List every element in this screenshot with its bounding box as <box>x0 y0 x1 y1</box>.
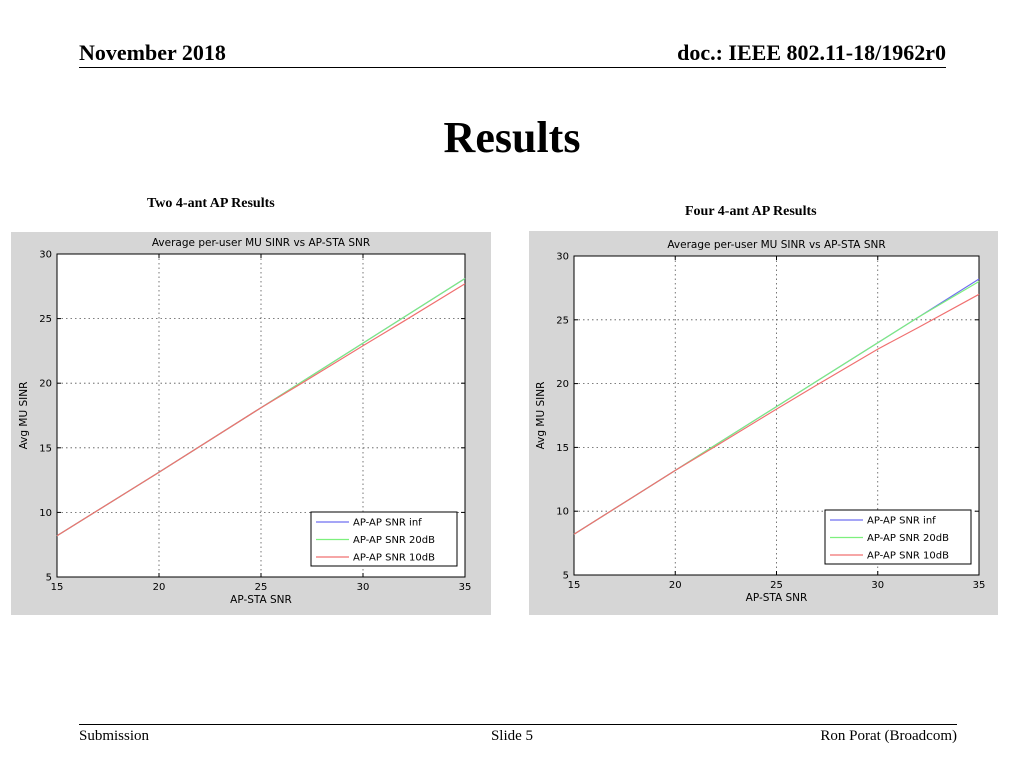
footer-slide-number: Slide 5 <box>490 728 534 744</box>
x-axis-label: AP-STA SNR <box>746 592 808 604</box>
slide-title: Results <box>443 113 581 162</box>
x-tick-label: 20 <box>669 580 682 591</box>
x-tick-label: 30 <box>357 582 370 593</box>
y-tick-label: 15 <box>39 443 52 454</box>
legend-label: AP-AP SNR inf <box>353 518 422 529</box>
y-tick-label: 5 <box>46 573 52 584</box>
legend-label: AP-AP SNR 10dB <box>867 551 949 562</box>
y-tick-label: 5 <box>563 571 569 582</box>
x-tick-label: 25 <box>770 580 783 591</box>
header-rule <box>79 67 946 68</box>
legend-label: AP-AP SNR inf <box>867 516 936 527</box>
y-tick-label: 20 <box>556 379 569 390</box>
footer-rule <box>79 724 957 725</box>
y-tick-label: 10 <box>556 507 569 518</box>
legend-label: AP-AP SNR 20dB <box>353 535 435 546</box>
header-doc-id: doc.: IEEE 802.11-18/1962r0 <box>677 40 946 65</box>
x-tick-label: 15 <box>568 580 581 591</box>
x-axis-label: AP-STA SNR <box>230 594 292 606</box>
chart-title: Average per-user MU SINR vs AP-STA SNR <box>667 239 885 251</box>
x-tick-label: 35 <box>459 582 472 593</box>
x-tick-label: 35 <box>973 580 986 591</box>
chart-two-ap: 15 20 25 30 35 5 10 15 20 25 30 Average per-user MU… <box>11 232 491 615</box>
y-tick-label: 15 <box>556 443 569 454</box>
y-tick-label: 10 <box>39 508 52 519</box>
y-axis-label: Avg MU SINR <box>535 382 547 450</box>
caption-four-ap: Four 4-ant AP Results <box>685 204 817 219</box>
chart-four-ap: 15 20 25 30 35 5 10 15 20 25 30 Average per-user MU… <box>529 231 998 615</box>
series-line-10db <box>573 293 980 535</box>
y-tick-label: 30 <box>556 252 569 263</box>
y-axis-label: Avg MU SINR <box>18 382 30 450</box>
y-tick-label: 25 <box>39 314 52 325</box>
x-tick-label: 15 <box>51 582 64 593</box>
y-tick-label: 20 <box>39 379 52 390</box>
header-date: November 2018 <box>79 40 226 65</box>
series-line-10db <box>56 283 466 537</box>
x-tick-label: 20 <box>153 582 166 593</box>
x-tick-label: 30 <box>871 580 884 591</box>
y-tick-label: 25 <box>556 315 569 326</box>
x-tick-label: 25 <box>255 582 268 593</box>
footer-submission: Submission <box>79 728 150 744</box>
footer-author: Ron Porat (Broadcom) <box>820 728 957 744</box>
y-tick-label: 30 <box>39 250 52 261</box>
caption-two-ap: Two 4-ant AP Results <box>147 196 275 211</box>
legend-label: AP-AP SNR 10dB <box>353 553 435 564</box>
chart-title: Average per-user MU SINR vs AP-STA SNR <box>152 237 370 249</box>
legend-label: AP-AP SNR 20dB <box>867 533 949 544</box>
